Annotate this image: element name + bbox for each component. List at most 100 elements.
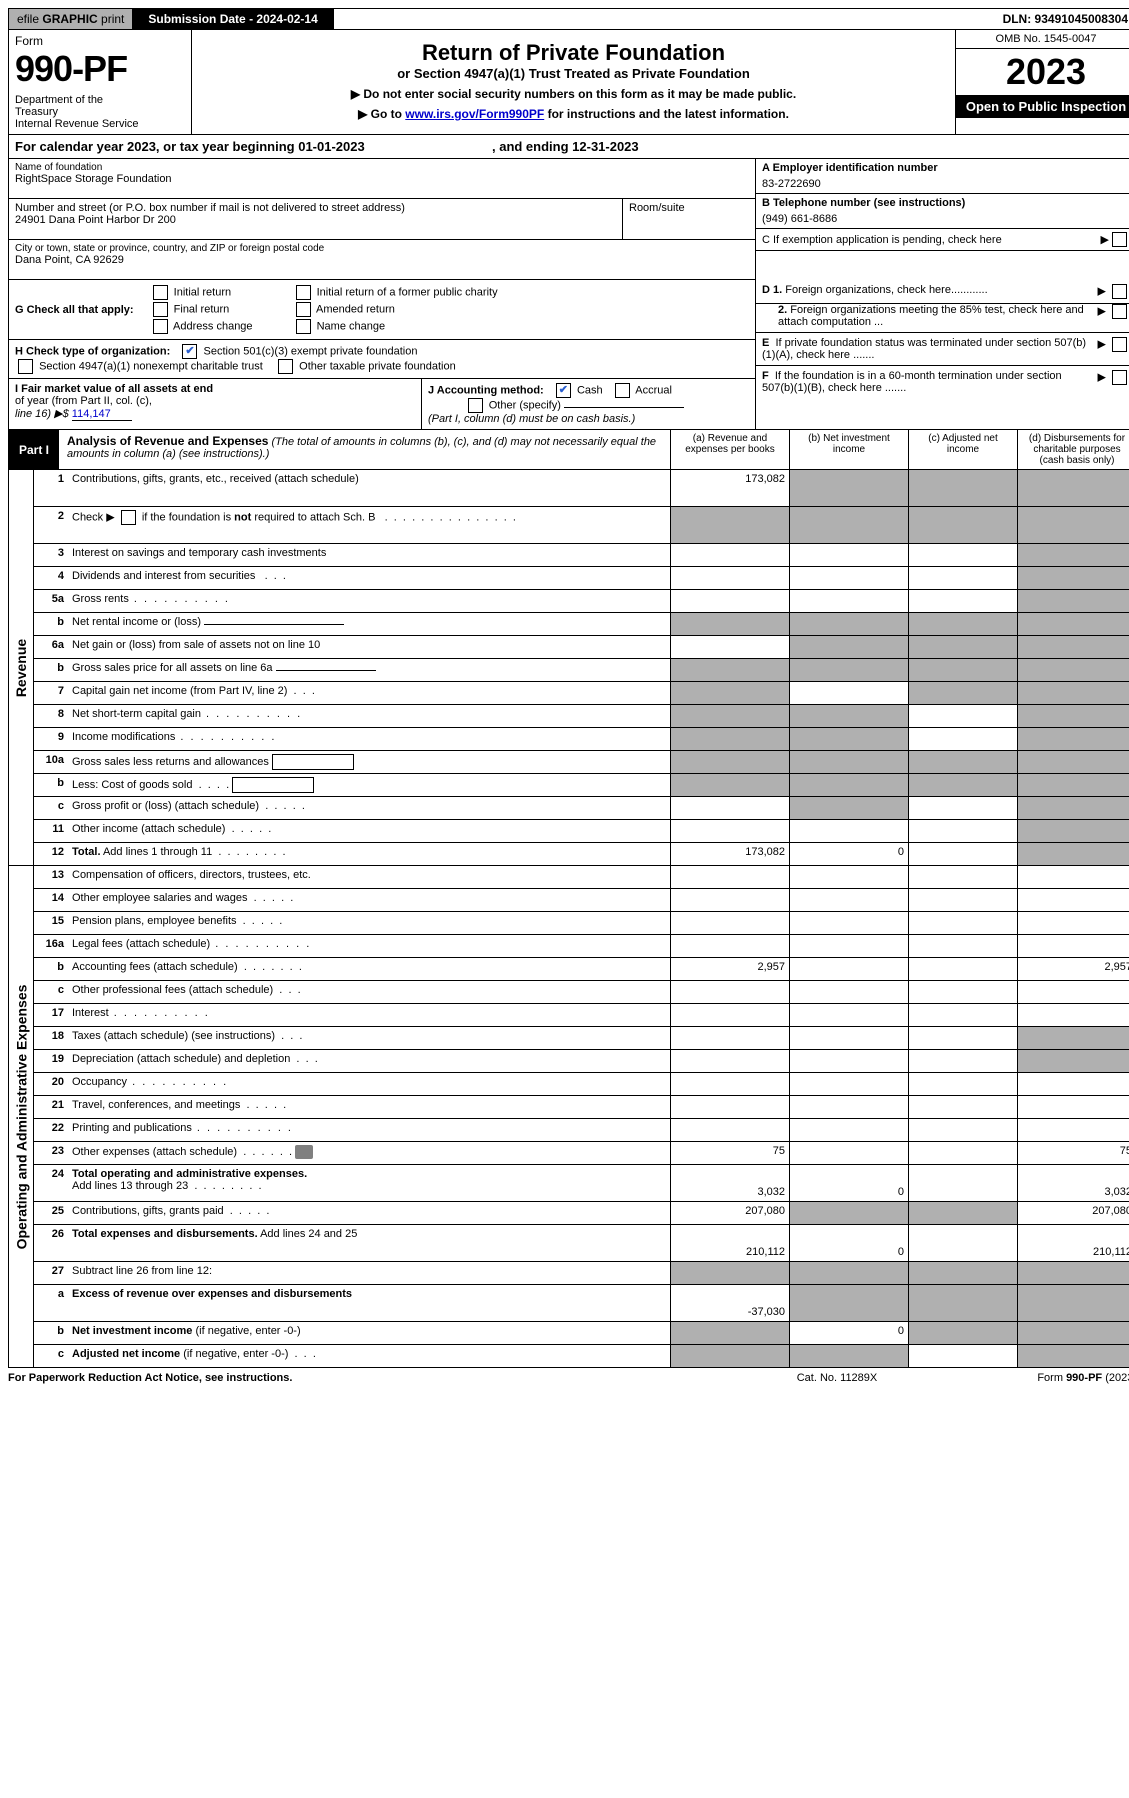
attach-icon[interactable] [295, 1145, 313, 1159]
r12-desc: Total. Add lines 1 through 11 . . . . . … [68, 843, 670, 865]
row-3: 3 Interest on savings and temporary cash… [34, 544, 1129, 567]
r15-num: 15 [34, 912, 68, 934]
form-number: 990-PF [15, 48, 185, 90]
r27c-num: c [34, 1345, 68, 1367]
r9-desc: Income modifications [68, 728, 670, 750]
r21-desc: Travel, conferences, and meetings . . . … [68, 1096, 670, 1118]
h-4947-checkbox[interactable] [18, 359, 33, 374]
entity-info: Name of foundation RightSpace Storage Fo… [8, 159, 1129, 280]
r5a-d [1017, 590, 1129, 612]
irs-link[interactable]: www.irs.gov/Form990PF [405, 107, 544, 121]
r2-checkbox[interactable] [121, 510, 136, 525]
d2-checkbox[interactable] [1112, 304, 1127, 319]
r27-a [670, 1262, 789, 1284]
expenses-text: Operating and Administrative Expenses [13, 984, 29, 1249]
g-initial: Initial return [174, 286, 231, 298]
g-address-checkbox[interactable] [153, 319, 168, 334]
checks-grid: G Check all that apply: Initial return F… [8, 280, 1129, 430]
r7-d [1017, 682, 1129, 704]
r18-num: 18 [34, 1027, 68, 1049]
r27-num: 27 [34, 1262, 68, 1284]
r17-num: 17 [34, 1004, 68, 1026]
r18-c [908, 1027, 1017, 1049]
r5b-num: b [34, 613, 68, 635]
f-checkbox[interactable] [1112, 370, 1127, 385]
row-19: 19 Depreciation (attach schedule) and de… [34, 1050, 1129, 1073]
g-namechange-checkbox[interactable] [296, 319, 311, 334]
r2-num: 2 [34, 507, 68, 543]
phone-value: (949) 661-8686 [762, 213, 1129, 225]
r24-desc: Total operating and administrative expen… [68, 1165, 670, 1201]
part1-label: Part I [9, 430, 59, 469]
r4-desc: Dividends and interest from securities .… [68, 567, 670, 589]
r16c-a [670, 981, 789, 1003]
r22-desc: Printing and publications [68, 1119, 670, 1141]
row-1: 1 Contributions, gifts, grants, etc., re… [34, 470, 1129, 507]
h-other-checkbox[interactable] [278, 359, 293, 374]
r4-c [908, 567, 1017, 589]
r11-c [908, 820, 1017, 842]
g-initial-public-checkbox[interactable] [296, 285, 311, 300]
exemption-checkbox[interactable] [1112, 232, 1127, 247]
j-accrual: Accrual [635, 384, 672, 396]
r10a-desc: Gross sales less returns and allowances [68, 751, 670, 773]
r17-b [789, 1004, 908, 1026]
e-checkbox[interactable] [1112, 337, 1127, 352]
j-accrual-checkbox[interactable] [615, 383, 630, 398]
r16b-a: 2,957 [670, 958, 789, 980]
r20-b [789, 1073, 908, 1095]
h-501c3-checkbox[interactable]: ✔ [182, 344, 197, 359]
row-5b: b Net rental income or (loss) [34, 613, 1129, 636]
r20-num: 20 [34, 1073, 68, 1095]
g-final-checkbox[interactable] [153, 302, 168, 317]
r19-b [789, 1050, 908, 1072]
column-headers: (a) Revenue and expenses per books (b) N… [670, 430, 1129, 469]
phone-label: B Telephone number (see instructions) [762, 197, 1129, 209]
r17-a [670, 1004, 789, 1026]
r18-d [1017, 1027, 1129, 1049]
footer-mid: Cat. No. 11289X [737, 1372, 937, 1384]
j-cash-checkbox[interactable]: ✔ [556, 383, 571, 398]
address-cell: Number and street (or P.O. box number if… [9, 199, 623, 239]
r22-a [670, 1119, 789, 1141]
r2-post: if the foundation is not required to att… [139, 511, 516, 523]
r15-d [1017, 912, 1129, 934]
r26-c [908, 1225, 1017, 1261]
r25-desc: Contributions, gifts, grants paid . . . … [68, 1202, 670, 1224]
r10c-desc: Gross profit or (loss) (attach schedule)… [68, 797, 670, 819]
j-other: Other (specify) [489, 399, 561, 411]
tax-year: 2023 [956, 49, 1129, 95]
r8-b [789, 705, 908, 727]
r22-num: 22 [34, 1119, 68, 1141]
row-16c: c Other professional fees (attach schedu… [34, 981, 1129, 1004]
r21-num: 21 [34, 1096, 68, 1118]
r9-d [1017, 728, 1129, 750]
r20-desc: Occupancy [68, 1073, 670, 1095]
instr2-post: for instructions and the latest informat… [544, 107, 789, 121]
i-label3: line 16) ▶$ [15, 408, 72, 420]
row-26: 26 Total expenses and disbursements. Add… [34, 1225, 1129, 1262]
r10c-b [789, 797, 908, 819]
r5b-d [1017, 613, 1129, 635]
r6b-d [1017, 659, 1129, 681]
exemption-pending-cell: C If exemption application is pending, c… [756, 229, 1129, 251]
r6b-a [670, 659, 789, 681]
r27a-c [908, 1285, 1017, 1321]
j-other-checkbox[interactable] [468, 398, 483, 413]
row-27: 27 Subtract line 26 from line 12: [34, 1262, 1129, 1285]
d1-checkbox[interactable] [1112, 284, 1127, 299]
f-row: F If the foundation is in a 60-month ter… [756, 366, 1129, 398]
instruction-2: ▶ Go to www.irs.gov/Form990PF for instru… [196, 107, 951, 121]
r6a-a [670, 636, 789, 658]
footer-right: Form 990-PF (2023) [937, 1372, 1129, 1384]
r14-b [789, 889, 908, 911]
r10b-desc: Less: Cost of goods sold . . . . [68, 774, 670, 796]
foundation-name: RightSpace Storage Foundation [15, 173, 749, 185]
r26-desc: Total expenses and disbursements. Add li… [68, 1225, 670, 1261]
g-initial-checkbox[interactable] [153, 285, 168, 300]
j-cash: Cash [577, 384, 603, 396]
efile-label[interactable]: efile GRAPHIC print [9, 9, 132, 29]
g-amended-checkbox[interactable] [296, 302, 311, 317]
r17-c [908, 1004, 1017, 1026]
r5a-c [908, 590, 1017, 612]
